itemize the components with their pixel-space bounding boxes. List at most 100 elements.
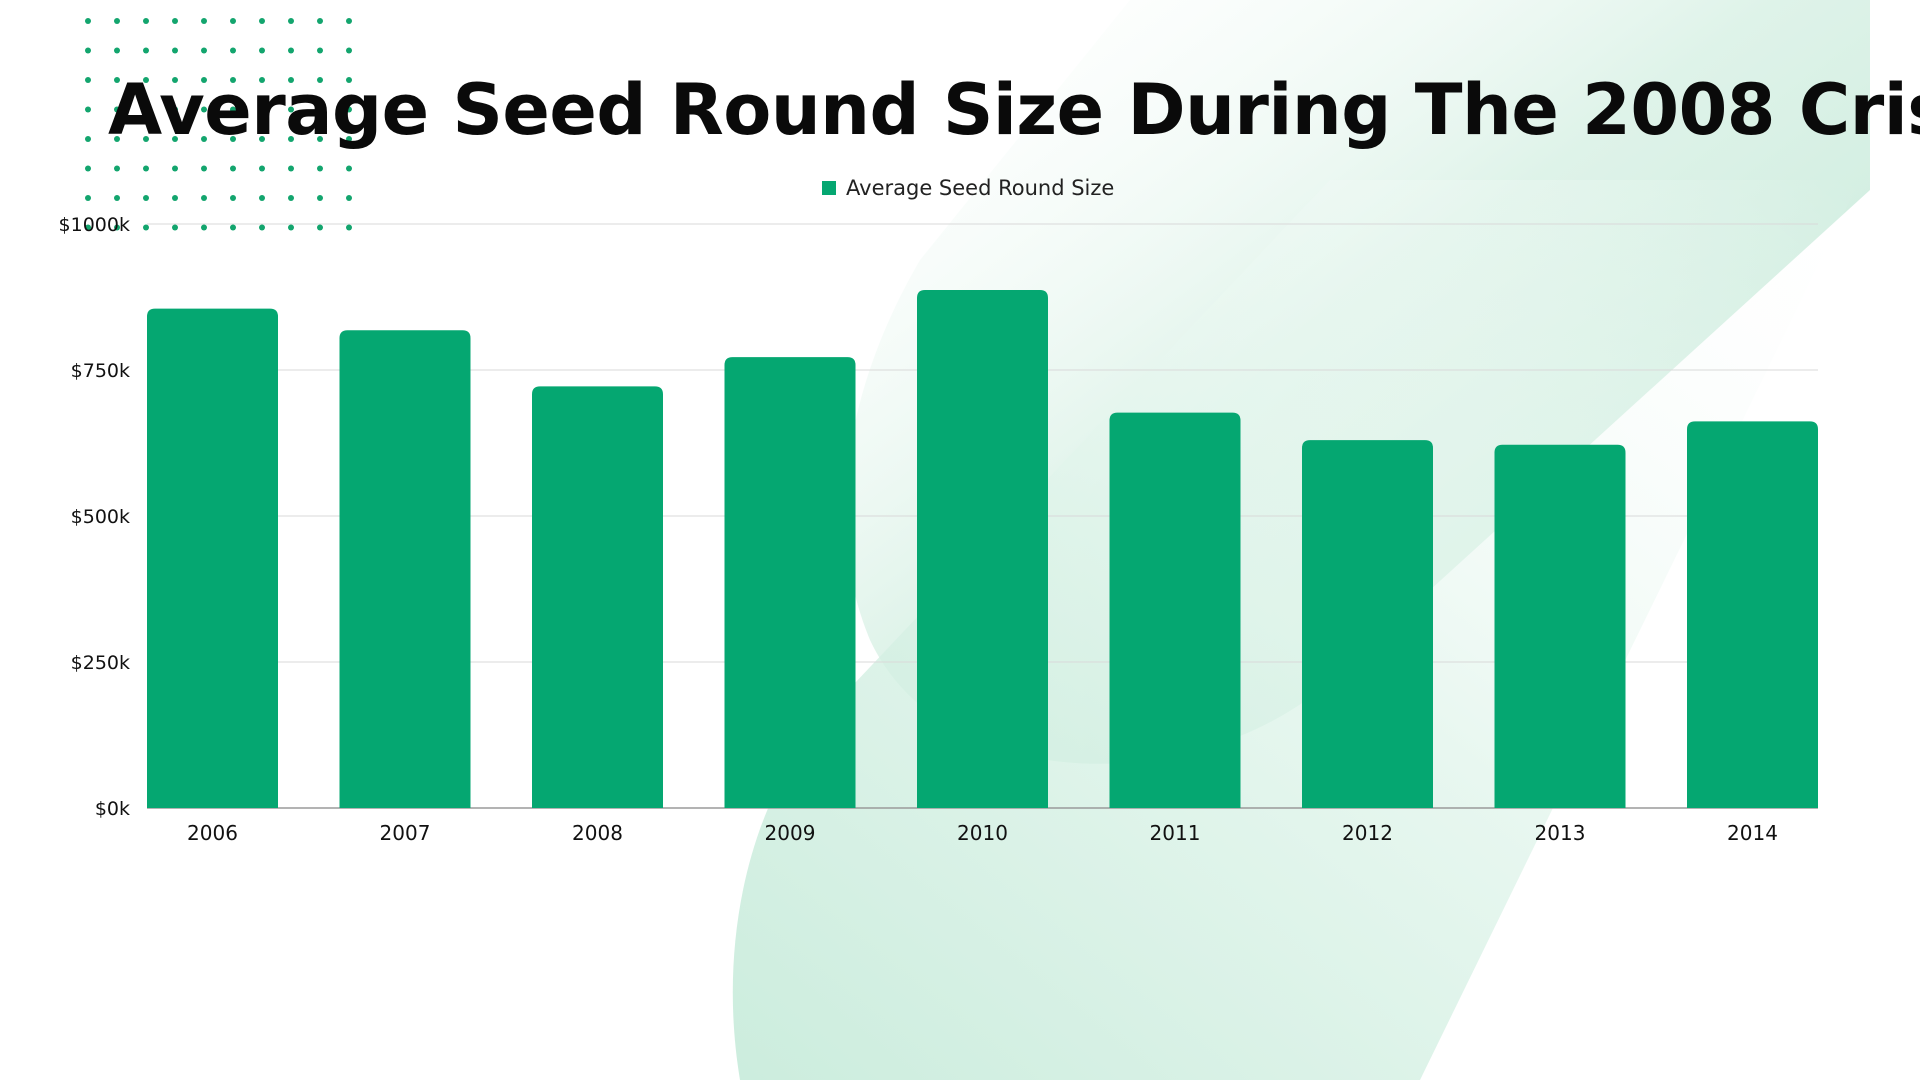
decor-dot <box>317 47 323 54</box>
decor-dot <box>201 47 207 54</box>
bar-2008 <box>532 386 663 808</box>
decor-dot <box>317 165 323 172</box>
decor-dot <box>288 18 294 24</box>
bar-2014 <box>1687 421 1818 808</box>
decor-dot <box>346 77 352 83</box>
decor-dot <box>85 195 91 201</box>
decor-dot <box>172 47 178 54</box>
decor-dot <box>288 106 294 113</box>
decor-dot <box>143 224 149 231</box>
decor-dot <box>143 195 149 201</box>
decor-dot <box>114 47 120 54</box>
decor-dot <box>85 47 91 54</box>
decor-dot <box>346 47 352 54</box>
x-tick-label: 2006 <box>187 821 238 845</box>
decor-dot <box>201 18 207 24</box>
y-tick-label: $500k <box>71 506 130 528</box>
decor-dot <box>288 136 294 142</box>
decor-dot <box>346 136 352 142</box>
decor-dot <box>85 106 91 113</box>
decor-dot <box>346 106 352 113</box>
decor-dot <box>172 165 178 172</box>
x-tick-label: 2008 <box>572 821 623 845</box>
decor-dot <box>172 18 178 24</box>
decor-dot <box>346 165 352 172</box>
backdrop-shape-lower <box>732 180 1860 1080</box>
chart-title: Average Seed Round Size During The 2008 … <box>108 69 1920 151</box>
decor-dot <box>259 195 265 201</box>
decor-dot <box>201 195 207 201</box>
x-tick-label: 2013 <box>1535 821 1586 845</box>
decor-dot <box>230 165 236 172</box>
decor-dot <box>201 165 207 172</box>
decor-dot <box>143 47 149 54</box>
decor-dot <box>172 77 178 83</box>
decor-dot <box>201 77 207 83</box>
decor-dot <box>143 136 149 142</box>
decor-dot <box>172 136 178 142</box>
decor-dot <box>230 136 236 142</box>
decor-dot <box>114 195 120 201</box>
decor-dot <box>230 106 236 113</box>
legend: Average Seed Round Size <box>822 175 1114 201</box>
decor-dot <box>230 77 236 83</box>
decor-dot <box>288 195 294 201</box>
y-tick-label: $1000k <box>59 214 130 236</box>
decor-dot <box>114 18 120 24</box>
decor-dot <box>201 136 207 142</box>
y-tick-label: $0k <box>95 798 130 820</box>
decor-dot <box>143 77 149 83</box>
y-tick-label: $750k <box>71 360 130 382</box>
decor-dot <box>317 224 323 231</box>
decor-dot <box>288 47 294 54</box>
decor-dot <box>114 224 120 231</box>
decor-dot <box>317 195 323 201</box>
decor-dot <box>85 165 91 172</box>
decor-dot <box>143 106 149 113</box>
decor-dot <box>230 47 236 54</box>
bar-2007 <box>339 330 471 808</box>
decor-dot <box>288 224 294 231</box>
decor-dot <box>143 165 149 172</box>
decor-dot <box>114 106 120 113</box>
decor-dot <box>230 195 236 201</box>
x-tick-label: 2010 <box>957 821 1008 845</box>
decor-dot <box>172 224 178 231</box>
decor-dot <box>114 77 120 83</box>
decor-dot <box>346 195 352 201</box>
bar-2009 <box>724 357 856 808</box>
bar-2010 <box>917 289 1048 808</box>
decor-dot <box>346 18 352 24</box>
decor-dot <box>172 106 178 113</box>
decor-dot <box>317 106 323 113</box>
decor-dot <box>114 165 120 172</box>
decor-dot <box>317 18 323 24</box>
decor-dot <box>201 106 207 113</box>
decor-dot <box>288 77 294 83</box>
bar-2012 <box>1302 440 1433 808</box>
decor-dot <box>143 18 149 24</box>
x-tick-label: 2007 <box>380 821 431 845</box>
legend-label: Average Seed Round Size <box>846 176 1115 200</box>
decor-dot <box>259 18 265 24</box>
x-tick-label: 2009 <box>765 821 816 845</box>
bar-2013 <box>1494 444 1626 808</box>
decor-dot <box>317 136 323 142</box>
decor-dot <box>85 18 91 24</box>
decor-dot <box>172 195 178 201</box>
decor-dot <box>259 47 265 54</box>
bar-2006 <box>147 308 278 808</box>
decor-dot <box>317 77 323 83</box>
decor-dot <box>114 136 120 142</box>
decor-dot <box>201 224 207 231</box>
decor-dot <box>259 224 265 231</box>
decor-dot <box>259 106 265 113</box>
x-tick-label: 2011 <box>1150 821 1201 845</box>
decor-dot <box>85 77 91 83</box>
decor-dot <box>230 224 236 231</box>
x-tick-label: 2012 <box>1342 821 1393 845</box>
decor-dot <box>230 18 236 24</box>
decor-dot <box>288 165 294 172</box>
